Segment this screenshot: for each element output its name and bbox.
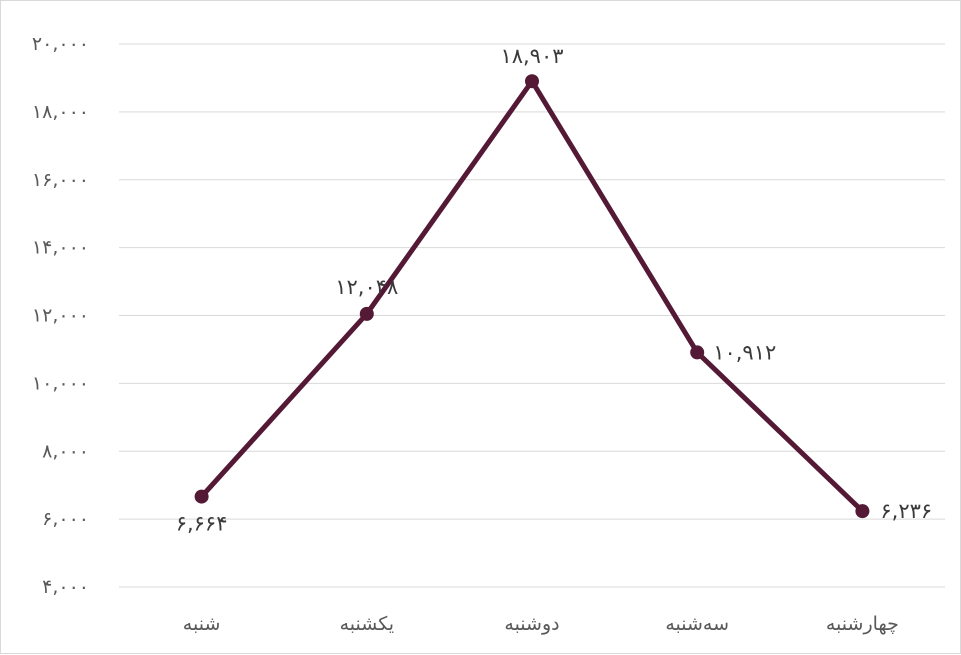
y-axis-ticks: ۴,۰۰۰ ۶,۰۰۰ ۸,۰۰۰ ۱۰,۰۰۰ ۱۲,۰۰۰ ۱۴,۰۰۰ ۱۶,۰۰۰ ۱… [32, 33, 89, 598]
x-tick-label: چهارشنبه [826, 613, 899, 635]
x-tick-label: شنبه [183, 613, 221, 635]
data-label: ۱۸,۹۰۳ [500, 44, 563, 68]
y-tick-label: ۸,۰۰۰ [42, 440, 89, 462]
data-labels: ۶,۶۶۴ ۱۲,۰۴۸ ۱۸,۹۰۳ ۱۰,۹۱۲ ۶,۲۳۶ [176, 44, 932, 535]
y-tick-label: ۱۶,۰۰۰ [32, 169, 89, 191]
data-label: ۱۰,۹۱۲ [713, 340, 776, 364]
data-label: ۱۲,۰۴۸ [335, 275, 398, 299]
x-tick-label: دوشنبه [504, 613, 559, 635]
x-tick-label: یکشنبه [340, 613, 394, 635]
y-tick-label: ۱۰,۰۰۰ [32, 372, 89, 394]
data-point [690, 345, 705, 360]
data-point [359, 306, 374, 321]
data-point [855, 504, 870, 519]
y-tick-label: ۱۲,۰۰۰ [32, 305, 89, 327]
data-point [194, 489, 209, 504]
data-points [194, 74, 870, 519]
y-tick-label: ۴,۰۰۰ [42, 576, 89, 598]
data-label: ۶,۲۳۶ [880, 499, 932, 523]
x-axis-ticks: شنبه یکشنبه دوشنبه سه‌شنبه چهارشنبه [183, 613, 899, 635]
y-tick-label: ۶,۰۰۰ [42, 508, 89, 530]
series-line-group [199, 78, 865, 514]
y-tick-label: ۱۸,۰۰۰ [32, 101, 89, 123]
y-tick-label: ۱۴,۰۰۰ [32, 237, 89, 259]
gridlines [119, 43, 945, 588]
data-label: ۶,۶۶۴ [176, 512, 228, 536]
y-tick-label: ۲۰,۰۰۰ [32, 33, 89, 55]
x-tick-label: سه‌شنبه [665, 613, 729, 635]
data-point [525, 74, 539, 89]
series-line [199, 78, 865, 514]
